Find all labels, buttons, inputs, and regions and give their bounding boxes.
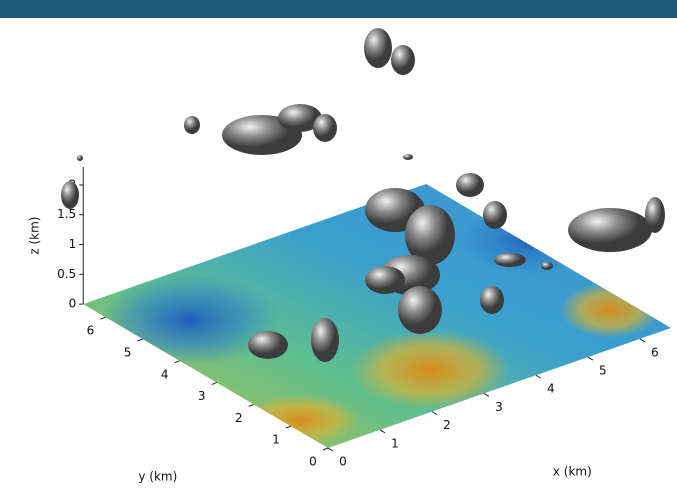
- z-tick-label: 0: [69, 297, 77, 311]
- x-tick: [484, 393, 489, 396]
- x-tick-label: 2: [443, 418, 451, 432]
- y-tick-label: 1: [272, 433, 280, 447]
- y-tick-label: 0: [309, 455, 317, 469]
- surface-patch: [350, 330, 510, 410]
- y-tick-label: 4: [161, 367, 169, 381]
- z-tick-label: 1: [69, 237, 77, 251]
- y-tick: [323, 448, 328, 450]
- y-tick-label: 2: [235, 411, 243, 425]
- z-tick-label: 1.5: [57, 207, 76, 221]
- x-tick-label: 3: [495, 400, 503, 414]
- y-tick: [212, 383, 217, 385]
- header-bar: [0, 0, 677, 18]
- x-tick-label: 6: [651, 345, 659, 359]
- x-tick: [640, 339, 645, 342]
- x-tick-label: 1: [391, 436, 399, 450]
- surface-patch: [210, 195, 310, 235]
- y-tick-label: 5: [124, 345, 132, 359]
- x-tick: [588, 357, 593, 360]
- x-tick-label: 4: [547, 382, 555, 396]
- surface-patch: [240, 395, 360, 445]
- z-axis-label: z (km): [28, 217, 42, 255]
- y-tick-label: 3: [198, 389, 206, 403]
- surface-patch: [560, 282, 660, 338]
- x-tick: [380, 430, 385, 433]
- y-tick: [138, 339, 143, 341]
- x-tick: [328, 448, 333, 451]
- x-tick: [432, 412, 437, 415]
- y-tick: [286, 426, 291, 428]
- y-tick: [100, 317, 105, 319]
- y-tick: [175, 361, 180, 363]
- z-tick-label: 0.5: [57, 267, 76, 281]
- y-axis-label: y (km): [138, 470, 177, 484]
- x-tick-label: 5: [599, 364, 607, 378]
- figure: 0123456012345600.511.52x (km)y (km)z (km…: [0, 0, 677, 494]
- x-tick-label: 0: [339, 455, 347, 469]
- x-tick: [536, 375, 541, 378]
- x-axis-label: x (km): [553, 464, 592, 478]
- y-tick-label: 6: [87, 324, 95, 338]
- y-tick: [249, 404, 254, 406]
